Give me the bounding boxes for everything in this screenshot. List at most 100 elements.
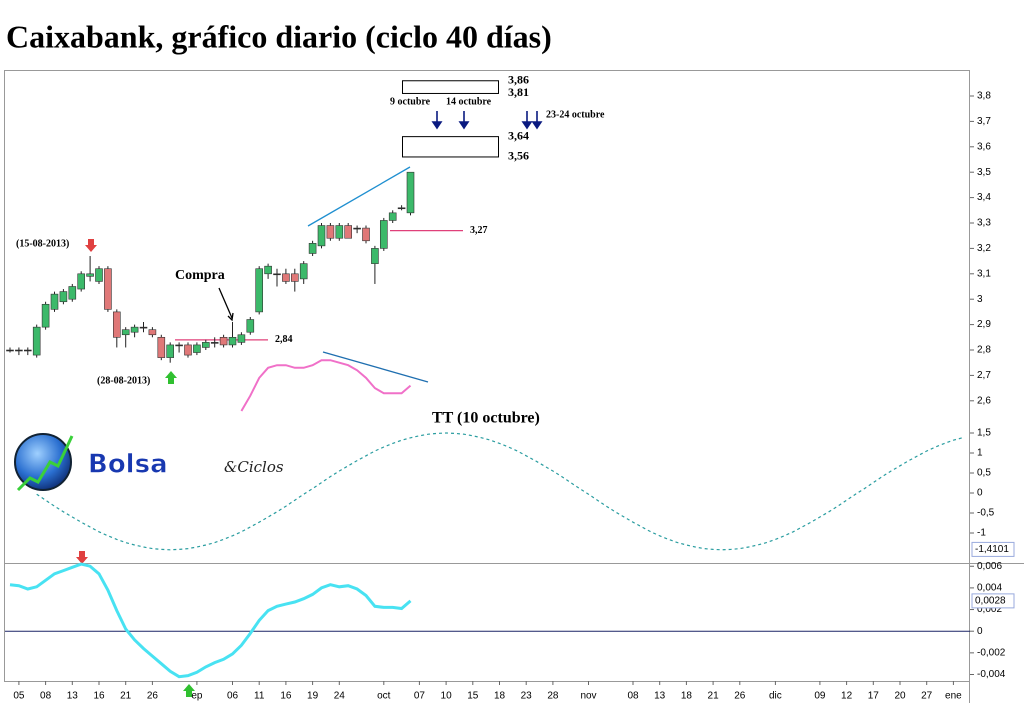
x-tick-label: 16 [280, 691, 292, 702]
logo-suffix: &Ciclos [224, 458, 284, 476]
x-tick-label: 12 [841, 691, 853, 702]
x-tick-label: 17 [868, 691, 880, 702]
page-title: Caixabank, gráfico diario (ciclo 40 días… [6, 18, 552, 54]
x-tick-label: 23 [521, 691, 533, 702]
candle-body [273, 273, 281, 276]
candle-body [362, 227, 370, 242]
target-box [402, 80, 499, 94]
logo: Bolsa &Ciclos [14, 433, 284, 492]
x-tick-label: 13 [67, 691, 79, 702]
candle-body [175, 344, 183, 347]
arrow [458, 121, 470, 130]
annotation: (15-08-2013) [16, 238, 69, 249]
sell-arrow [76, 551, 88, 564]
candle-body [290, 273, 299, 282]
x-tick-label: 18 [494, 691, 506, 702]
candle-body [210, 342, 219, 344]
x-tick-label: 28 [547, 691, 559, 702]
cycle-title: TT (10 octubre) [432, 410, 540, 427]
annotation: 23-24 octubre [546, 109, 605, 120]
candle-body [344, 225, 353, 239]
arrow [521, 121, 533, 130]
x-tick-label: nov [580, 691, 596, 702]
axis-tag-box [971, 593, 1015, 609]
candle-body [379, 220, 388, 249]
candle-body [50, 293, 59, 310]
trendline [322, 351, 429, 383]
candle-body [41, 303, 50, 328]
y-tick-label: 2,6 [977, 395, 991, 406]
candle-body [308, 243, 317, 254]
pointer-head [227, 312, 234, 322]
candle-body [139, 326, 148, 329]
candle-body [68, 286, 77, 300]
logo-globe [14, 433, 72, 491]
candle-body [299, 263, 308, 280]
x-tick-label: 06 [227, 691, 239, 702]
y-tick-label: 0 [977, 626, 983, 637]
candle-body [326, 225, 335, 239]
candle-body [32, 326, 41, 356]
candle-body [317, 225, 326, 247]
candle-body [397, 207, 406, 210]
buy-arrow [165, 371, 177, 384]
axis-tag-label: 0,0028 [975, 596, 1006, 607]
y-tick-label: 2,9 [977, 319, 991, 330]
x-tick-label: 21 [708, 691, 720, 702]
y-tick-label: 3,1 [977, 268, 991, 279]
candle-body [202, 342, 210, 348]
axis-tag-label: -1,4101 [975, 544, 1009, 555]
candle-body [121, 329, 130, 336]
candle-body [23, 349, 32, 352]
target-box [402, 136, 499, 158]
candle-body [77, 273, 85, 290]
target-label: 3,56 [508, 149, 529, 163]
annotation: 9 octubre [390, 96, 431, 107]
y-tick-label: 0 [977, 488, 983, 499]
x-tick-label: 27 [921, 691, 933, 702]
series-line [9, 562, 412, 679]
target-label: 3,86 [508, 73, 529, 87]
candle-body [282, 273, 290, 282]
x-tick-label: 05 [13, 691, 25, 702]
x-tick-label: 24 [334, 691, 346, 702]
date-arrows [431, 111, 543, 130]
candle-body [104, 268, 112, 310]
x-tick-label: 07 [414, 691, 426, 702]
x-tick-label: 08 [627, 691, 639, 702]
y-tick-label: 0,006 [977, 561, 1002, 572]
logo-arrow [16, 435, 74, 492]
candle-body [86, 273, 94, 277]
x-tick-label: dic [769, 691, 782, 702]
candle-body [406, 171, 415, 214]
candle-body [193, 344, 201, 353]
candle-body [264, 265, 272, 275]
y-tick-label: 3,3 [977, 218, 991, 229]
candle-body [15, 349, 23, 352]
x-tick-label: 21 [120, 691, 132, 702]
sell-arrow [85, 239, 97, 252]
x-tick-label: 18 [681, 691, 693, 702]
candle-body [255, 268, 263, 313]
annotation: (28-08-2013) [97, 375, 150, 386]
x-tick-label: 11 [254, 691, 265, 702]
level-label: 2,84 [275, 334, 293, 345]
candle-body [219, 336, 228, 346]
y-tick-label: -1 [977, 528, 986, 539]
y-tick-label: 0,5 [977, 468, 991, 479]
candle-body [95, 268, 103, 282]
candle-body [237, 334, 246, 343]
candle-body [113, 311, 121, 338]
trendline [307, 166, 411, 227]
y-tick-label: 3,6 [977, 141, 991, 152]
candle-body [166, 344, 174, 358]
x-tick-label: 13 [654, 691, 666, 702]
pointer [218, 287, 233, 319]
x-tick-label: 16 [93, 691, 105, 702]
y-tick-label: 0,002 [977, 604, 1002, 615]
x-tick-label: 10 [441, 691, 453, 702]
x-tick-label: 09 [814, 691, 826, 702]
logo-text: Bolsa [88, 450, 168, 480]
y-tick-label: 1,5 [977, 428, 991, 439]
